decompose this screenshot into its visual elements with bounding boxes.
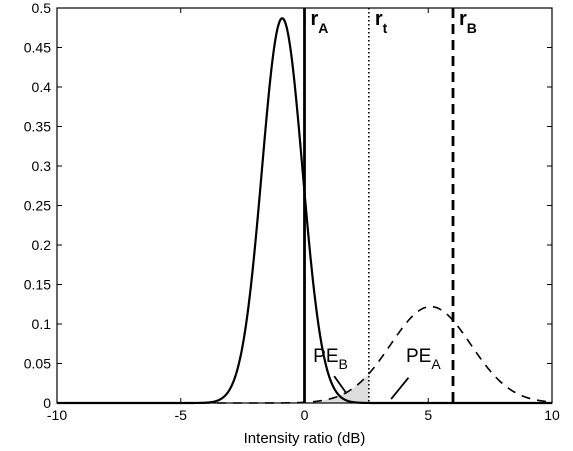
label-rb: rB — [459, 8, 477, 36]
y-tick-label: 0.3 — [32, 158, 52, 174]
y-tick-label: 0.35 — [24, 119, 51, 135]
pointer-pe-b — [333, 375, 348, 395]
y-tick-label: 0.45 — [24, 40, 51, 56]
shaded-regions — [57, 373, 552, 403]
label-ra: rA — [311, 8, 329, 36]
y-tick-label: 0.2 — [32, 237, 52, 253]
x-tick-label: 0 — [301, 407, 309, 423]
y-tick-label: 0.05 — [24, 356, 51, 372]
y-tick-label: 0 — [43, 395, 51, 411]
pointer-pe-a — [390, 377, 410, 400]
label-pe-a: PEA — [406, 346, 441, 372]
x-tick-label: -10 — [47, 407, 67, 423]
x-tick-label: -5 — [175, 407, 188, 423]
y-tick-label: 0.5 — [32, 0, 52, 16]
y-tick-label: 0.25 — [24, 198, 51, 214]
label-rt: rt — [375, 8, 388, 36]
y-tick-label: 0.15 — [24, 277, 51, 293]
x-axis-label: Intensity ratio (dB) — [244, 430, 366, 447]
y-tick-label: 0.1 — [32, 316, 52, 332]
axis-ticks: -10 -5 0 5 10 0 0.05 0.1 0.15 0.2 0.25 0.3 0.35 0.4 0.… — [24, 0, 560, 423]
x-tick-label: 5 — [424, 407, 432, 423]
annotations: rA rt rB PEB PEA — [311, 8, 477, 400]
label-pe-b: PEB — [313, 346, 348, 372]
threshold-lines — [303, 8, 455, 403]
y-tick-label: 0.4 — [32, 79, 52, 95]
x-tick-label: 10 — [544, 407, 560, 423]
shaded-region-pe-b — [57, 373, 369, 403]
